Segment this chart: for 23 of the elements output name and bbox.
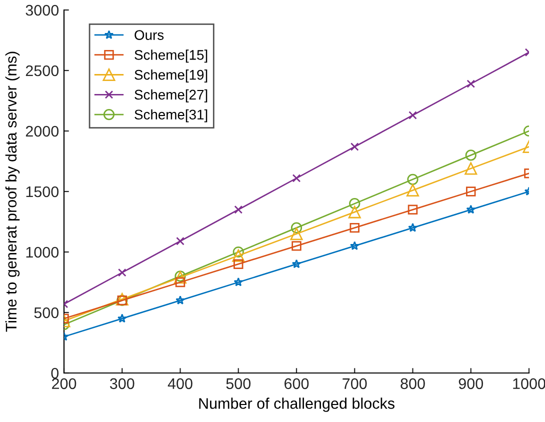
x-tick-label: 600 bbox=[284, 378, 309, 390]
x-tick-label: 900 bbox=[458, 378, 484, 390]
legend-label: Scheme[31] bbox=[134, 109, 208, 122]
y-tick-label: 0 bbox=[51, 368, 59, 379]
y-tick-label: 1500 bbox=[26, 186, 59, 198]
y-tick-label: 500 bbox=[34, 307, 59, 318]
y-axis-title: Time to generat proof by data server (ms) bbox=[5, 52, 20, 332]
legend-label: Scheme[15] bbox=[134, 50, 208, 63]
x-tick-label: 200 bbox=[52, 378, 76, 390]
y-tick-label: 2500 bbox=[26, 65, 59, 76]
legend-label: Ours bbox=[134, 30, 164, 40]
x-tick-label: 300 bbox=[110, 378, 134, 390]
y-tick-label: 3000 bbox=[26, 4, 59, 16]
legend-label: Scheme[27] bbox=[134, 89, 208, 102]
x-tick-label: 500 bbox=[226, 378, 251, 390]
legend-label: Scheme[19] bbox=[134, 70, 208, 82]
y-tick-label: 2000 bbox=[26, 126, 59, 137]
y-tick-label: 1000 bbox=[26, 246, 59, 258]
x-tick-label: 700 bbox=[342, 378, 367, 390]
x-tick-label: 400 bbox=[168, 378, 192, 390]
x-tick-label: 800 bbox=[400, 378, 425, 390]
x-tick-label: 1000 bbox=[513, 378, 545, 390]
x-axis-title: Number of challenged blocks bbox=[199, 398, 394, 412]
